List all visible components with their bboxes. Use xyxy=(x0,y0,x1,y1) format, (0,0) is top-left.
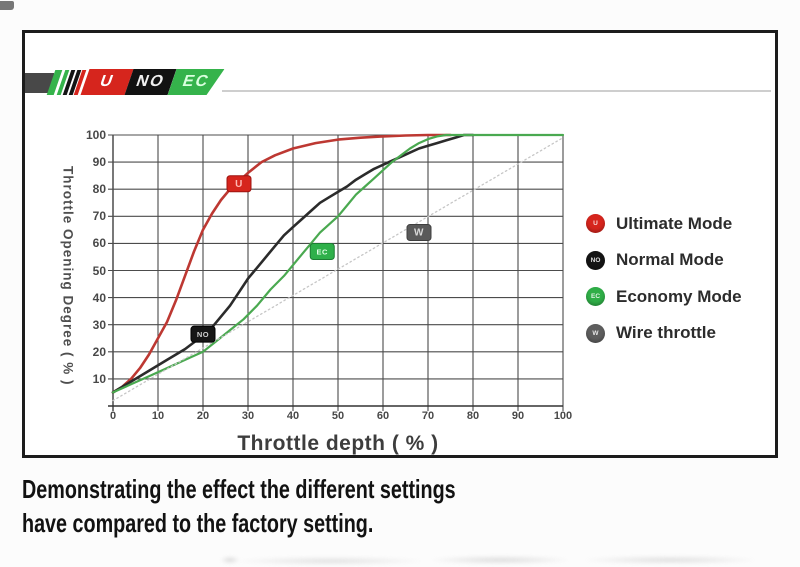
figure-frame: U NO EC U NO EC W 0 10 20 30 40 50 60 70 80 90 100 10 20 3… xyxy=(22,30,778,458)
curve-badge-shape xyxy=(309,243,335,261)
y-tick-label: 100 xyxy=(85,128,106,142)
curve-badge-label: EC xyxy=(317,248,329,257)
curve-badge-label: U xyxy=(235,179,243,190)
legend-label: Economy Mode xyxy=(616,286,742,306)
y-tick-label: 80 xyxy=(92,182,106,197)
bottom-artifact-strip xyxy=(0,552,800,567)
x-tick-label: 60 xyxy=(376,410,390,422)
curve-badge-normal: NO xyxy=(190,325,216,343)
y-tick-label: 30 xyxy=(92,317,106,332)
legend-dot-icon: NO xyxy=(586,250,605,270)
y-tick-label: 70 xyxy=(92,209,106,224)
chart-plot: U NO EC W xyxy=(108,133,565,411)
curve-economy xyxy=(111,133,565,394)
y-tick-label: 60 xyxy=(92,236,106,251)
legend-item: U Ultimate Mode xyxy=(586,214,742,233)
x-tick-label: 50 xyxy=(331,410,345,422)
x-tick-label: 40 xyxy=(286,410,300,422)
curve-badge-wire: W xyxy=(406,224,432,242)
legend-label: Wire throttle xyxy=(616,323,716,342)
caption-line-2: have compared to the factory setting. xyxy=(22,508,374,538)
x-tick-label: 30 xyxy=(241,410,255,422)
legend-item: NO Normal Mode xyxy=(586,250,742,270)
curve-badge-shape xyxy=(406,224,432,242)
y-tick-label: 90 xyxy=(92,155,106,170)
curve-ultimate xyxy=(111,133,452,394)
brand-banner: U NO EC xyxy=(25,33,775,103)
x-tick-label: 20 xyxy=(196,410,210,422)
curve-badge-shape xyxy=(190,325,216,343)
caption: Demonstrating the effect the different s… xyxy=(22,472,456,540)
curve-badge-shape xyxy=(226,175,252,193)
legend-item: W Wire throttle xyxy=(586,323,742,343)
legend-label: Normal Mode xyxy=(616,250,724,269)
y-tick-label: 20 xyxy=(92,344,106,359)
y-tick-label: 40 xyxy=(92,290,106,305)
x-tick-label: 80 xyxy=(466,410,480,422)
x-tick-label: 0 xyxy=(109,410,117,422)
banner-rule-line xyxy=(222,90,771,92)
brand-bar xyxy=(25,73,54,93)
y-axis-title: Throttle Opening Degree ( % ) xyxy=(60,166,76,386)
curve-badge-label: NO xyxy=(197,330,209,339)
legend-item: EC Economy Mode xyxy=(586,287,742,306)
x-tick-label: 100 xyxy=(553,410,573,422)
x-tick-label: 10 xyxy=(151,410,165,422)
legend-dot-icon: EC xyxy=(586,287,605,306)
x-axis-title: Throttle depth ( % ) xyxy=(237,432,439,455)
y-tick-label: 50 xyxy=(92,263,106,278)
legend: U Ultimate Mode NO Normal Mode EC Economy Mod… xyxy=(586,214,742,343)
caption-line-1: Demonstrating the effect the different s… xyxy=(22,474,456,504)
curve-badge-economy: EC xyxy=(309,243,335,261)
x-tick-label: 90 xyxy=(511,410,525,422)
legend-label: Ultimate Mode xyxy=(616,213,733,233)
x-tick-label: 70 xyxy=(421,410,435,422)
curve-badge-label: W xyxy=(414,228,424,239)
y-tick-label: 10 xyxy=(92,371,106,386)
legend-dot-icon: U xyxy=(586,214,605,233)
legend-dot-icon: W xyxy=(586,323,605,343)
curve-wire xyxy=(112,137,564,402)
corner-artifact xyxy=(0,1,14,10)
curve-badge-ultimate: U xyxy=(226,175,252,193)
